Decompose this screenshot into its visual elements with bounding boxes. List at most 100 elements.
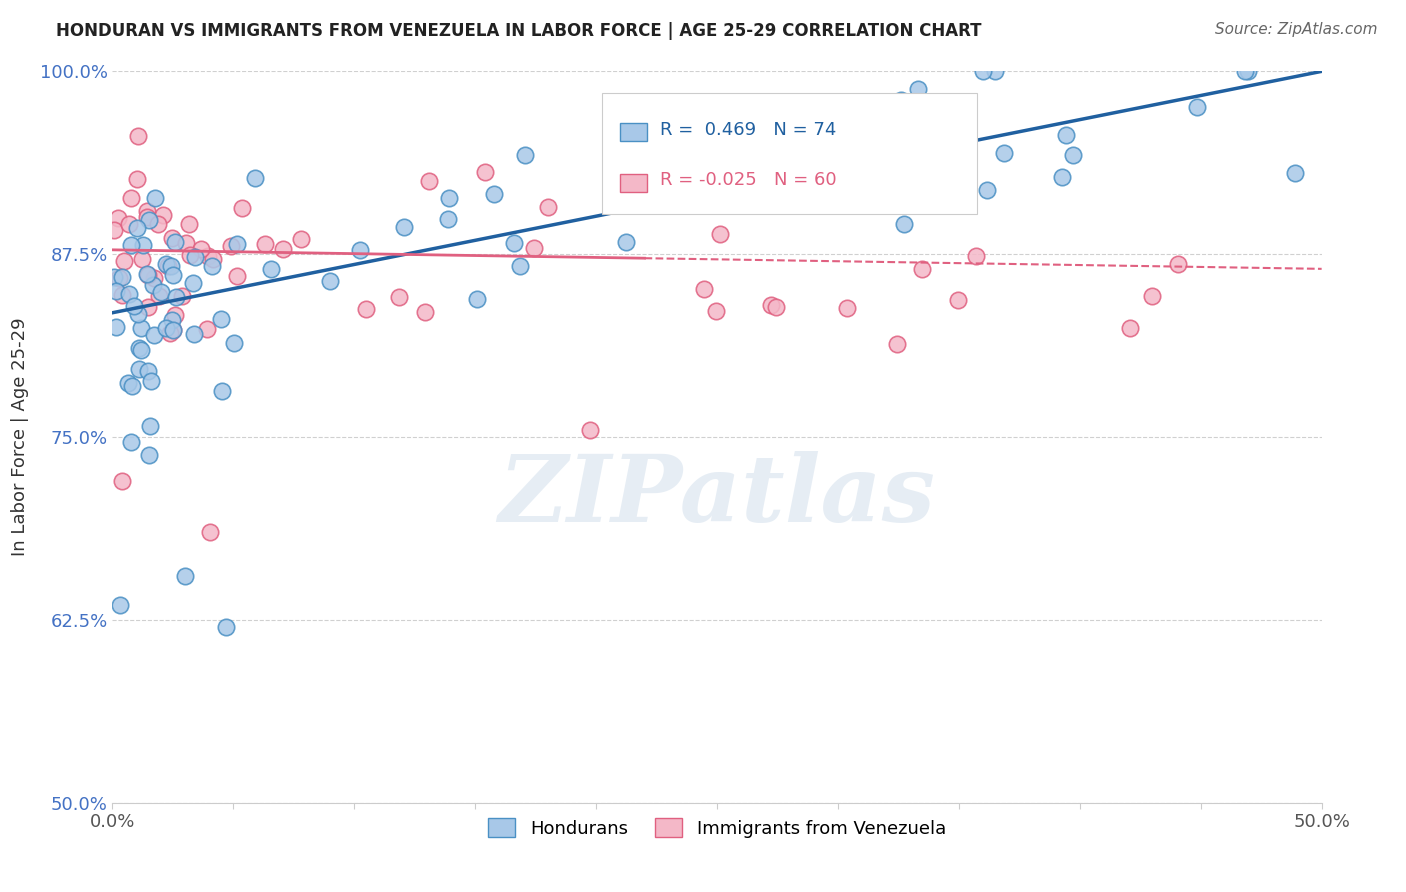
Point <box>149 285 172 299</box>
Bar <box>620 174 647 192</box>
Point <box>1185 100 1208 114</box>
Point <box>165 290 187 304</box>
Point <box>759 298 782 312</box>
Point <box>127 129 149 144</box>
Point <box>105 284 128 298</box>
Point <box>125 172 148 186</box>
Point <box>1167 257 1189 271</box>
Point <box>160 313 183 327</box>
Point <box>139 374 162 388</box>
Point <box>226 269 249 284</box>
Point <box>976 183 998 197</box>
Point <box>388 290 411 304</box>
Point <box>260 261 283 276</box>
Point <box>135 204 157 219</box>
Point <box>231 201 253 215</box>
Point <box>103 223 125 237</box>
Point <box>118 218 141 232</box>
Point <box>148 289 170 303</box>
Point <box>111 288 134 302</box>
Point <box>392 220 415 235</box>
Point <box>893 218 915 232</box>
Point <box>503 235 526 250</box>
Point <box>693 282 716 296</box>
Point <box>413 305 436 319</box>
Text: R =  0.469   N = 74: R = 0.469 N = 74 <box>661 121 837 139</box>
Point <box>152 208 174 222</box>
Point <box>537 200 560 214</box>
Point <box>222 336 245 351</box>
Point <box>179 248 201 262</box>
Point <box>159 259 181 273</box>
Point <box>704 303 727 318</box>
Point <box>1050 169 1073 184</box>
Point <box>907 82 929 96</box>
Point <box>513 148 536 162</box>
Point <box>523 241 546 255</box>
Point <box>509 259 531 273</box>
FancyBboxPatch shape <box>602 94 977 214</box>
Point <box>162 323 184 337</box>
Point <box>145 191 167 205</box>
Point <box>886 336 908 351</box>
Point <box>946 293 969 307</box>
Point <box>965 249 987 263</box>
Point <box>290 232 312 246</box>
Point <box>226 236 249 251</box>
Point <box>1119 321 1142 335</box>
Point <box>139 418 162 433</box>
Point <box>1284 166 1306 180</box>
Point <box>107 211 129 226</box>
Point <box>993 145 1015 160</box>
Point <box>972 64 994 78</box>
Point <box>837 301 859 315</box>
Point <box>157 259 180 273</box>
Point <box>170 288 193 302</box>
Point <box>211 384 233 398</box>
Point <box>128 362 150 376</box>
Point <box>155 321 177 335</box>
Point <box>174 236 197 251</box>
Point <box>190 242 212 256</box>
Point <box>209 312 232 326</box>
Point <box>219 239 242 253</box>
Point <box>120 191 142 205</box>
Point <box>437 190 460 204</box>
Point <box>465 292 488 306</box>
Point <box>136 268 159 282</box>
Point <box>245 171 267 186</box>
Point <box>117 376 139 390</box>
Point <box>349 243 371 257</box>
Point <box>138 213 160 227</box>
Point <box>214 620 236 634</box>
Point <box>111 474 134 488</box>
Point <box>159 326 181 340</box>
Point <box>765 301 787 315</box>
Point <box>254 237 277 252</box>
Point <box>155 257 177 271</box>
Point <box>127 221 149 235</box>
Point <box>911 261 934 276</box>
Point <box>120 435 142 450</box>
Point <box>1237 64 1260 78</box>
Point <box>271 242 294 256</box>
Point <box>474 165 496 179</box>
Point <box>181 276 204 290</box>
Point <box>120 238 142 252</box>
Point <box>112 253 135 268</box>
Text: R = -0.025   N = 60: R = -0.025 N = 60 <box>661 170 837 188</box>
Point <box>117 287 139 301</box>
Point <box>108 599 131 613</box>
Point <box>1054 128 1077 143</box>
Point <box>124 299 146 313</box>
Point <box>195 322 218 336</box>
Text: ZIPatlas: ZIPatlas <box>499 450 935 541</box>
Point <box>1062 148 1084 162</box>
Point <box>136 364 159 378</box>
Point <box>319 274 342 288</box>
Point <box>136 300 159 314</box>
Y-axis label: In Labor Force | Age 25-29: In Labor Force | Age 25-29 <box>10 318 28 557</box>
Point <box>890 93 912 107</box>
Point <box>148 217 170 231</box>
Point <box>1233 64 1256 78</box>
